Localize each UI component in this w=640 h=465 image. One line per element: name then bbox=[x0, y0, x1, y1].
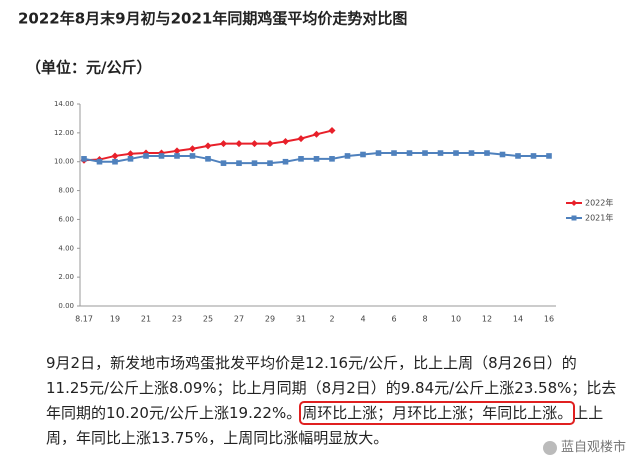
point bbox=[235, 140, 243, 148]
point bbox=[313, 156, 320, 162]
x-tick-label: 27 bbox=[234, 315, 244, 324]
point bbox=[328, 127, 336, 135]
text-line: 周，年同比上涨13.75%，上周同比涨幅明显放大。 bbox=[46, 427, 388, 448]
text-line: 9月2日，新发地市场鸡蛋批发平均价是12.16元/公斤，比上上周（8月26日）的 bbox=[46, 352, 577, 373]
chart-title: 2022年8月末9月初与2021年同期鸡蛋平均价走势对比图 bbox=[18, 10, 407, 28]
point bbox=[205, 156, 211, 162]
x-tick-label: 21 bbox=[141, 315, 151, 324]
point bbox=[530, 153, 537, 159]
point bbox=[546, 153, 552, 159]
text: 周，年同比上涨13.75%，上周同比涨幅明显放大。 bbox=[46, 429, 389, 447]
point bbox=[266, 140, 274, 148]
point bbox=[204, 142, 212, 150]
x-tick-label: 16 bbox=[544, 315, 554, 324]
point bbox=[468, 150, 475, 156]
text-line: 年同期的10.20元/公斤上涨19.22%。周环比上涨；月环比上涨；年同比上涨。… bbox=[46, 401, 604, 425]
x-tick-label: 19 bbox=[110, 315, 120, 324]
y-tick-label: 8.00 bbox=[58, 187, 74, 195]
x-tick-label: 6 bbox=[391, 315, 396, 324]
watermark-icon bbox=[542, 440, 557, 455]
text: 11.25元/公斤上涨8.09%；比上月同期（8月2日）的9.84元/公斤上涨2… bbox=[46, 379, 617, 397]
point bbox=[360, 151, 366, 158]
text: 年同期的10.20元/公斤上涨19.22%。 bbox=[46, 404, 302, 422]
point bbox=[251, 140, 258, 148]
point bbox=[406, 150, 413, 156]
y-tick-label: 6.00 bbox=[58, 215, 74, 223]
y-tick-label: 4.00 bbox=[58, 244, 74, 252]
point bbox=[499, 151, 506, 158]
y-tick-label: 10.00 bbox=[54, 158, 74, 166]
x-tick-label: 14 bbox=[513, 315, 523, 324]
text: 上上 bbox=[573, 404, 604, 422]
point bbox=[111, 152, 119, 160]
point bbox=[189, 145, 196, 153]
watermark-text: 蓝自观楼市 bbox=[560, 440, 626, 455]
x-tick-label: 2 bbox=[329, 315, 334, 324]
point bbox=[484, 150, 490, 156]
text: 9月2日，新发地市场鸡蛋批发平均价是12.16元/公斤，比上上周（8月26日）的 bbox=[46, 354, 577, 372]
point bbox=[220, 140, 227, 148]
point bbox=[437, 150, 444, 156]
point bbox=[189, 153, 196, 159]
legend-marker bbox=[571, 215, 577, 221]
text-line: 11.25元/公斤上涨8.09%；比上月同期（8月2日）的9.84元/公斤上涨2… bbox=[46, 377, 616, 398]
point bbox=[375, 150, 382, 156]
point bbox=[251, 160, 258, 166]
y-tick-label: 14.00 bbox=[54, 100, 74, 108]
highlighted-text: 周环比上涨；月环比上涨；年同比上涨。 bbox=[299, 401, 576, 425]
x-tick-label: 4 bbox=[360, 315, 365, 324]
x-tick-label: 8.17 bbox=[75, 315, 93, 324]
point bbox=[143, 153, 149, 159]
point bbox=[282, 158, 289, 165]
point bbox=[422, 150, 428, 156]
point bbox=[282, 138, 289, 146]
point bbox=[127, 150, 134, 158]
x-tick-label: 10 bbox=[451, 315, 461, 324]
legend-label: 2021年 bbox=[585, 213, 613, 223]
point bbox=[220, 160, 227, 166]
point bbox=[158, 153, 165, 159]
x-tick-label: 25 bbox=[203, 315, 213, 324]
x-tick-label: 29 bbox=[265, 315, 275, 324]
point bbox=[267, 160, 273, 166]
point bbox=[297, 135, 305, 143]
point bbox=[344, 153, 351, 159]
x-tick-label: 31 bbox=[296, 315, 306, 324]
y-tick-label: 2.00 bbox=[58, 273, 74, 281]
point bbox=[515, 153, 521, 159]
point bbox=[112, 158, 118, 165]
y-tick-label: 12.00 bbox=[54, 129, 74, 137]
point bbox=[313, 130, 320, 138]
chart-subtitle: （单位：元/公斤） bbox=[26, 59, 151, 77]
watermark: 蓝自观楼市 bbox=[542, 436, 626, 455]
point bbox=[127, 156, 134, 162]
point bbox=[236, 160, 242, 166]
x-tick-label: 23 bbox=[172, 315, 182, 324]
chart: 2022年8月末9月初与2021年同期鸡蛋平均价走势对比图 （单位：元/公斤） … bbox=[18, 10, 613, 324]
x-tick-label: 12 bbox=[482, 315, 492, 324]
point bbox=[96, 158, 103, 165]
legend-marker bbox=[571, 200, 577, 206]
point bbox=[329, 156, 335, 162]
point bbox=[173, 147, 181, 155]
x-tick-label: 8 bbox=[422, 315, 427, 324]
point bbox=[81, 156, 87, 162]
point bbox=[174, 153, 180, 159]
point bbox=[453, 150, 459, 156]
point bbox=[391, 150, 397, 156]
point bbox=[298, 156, 304, 162]
legend-label: 2022年 bbox=[585, 198, 613, 208]
y-tick-label: 0.00 bbox=[58, 302, 74, 310]
